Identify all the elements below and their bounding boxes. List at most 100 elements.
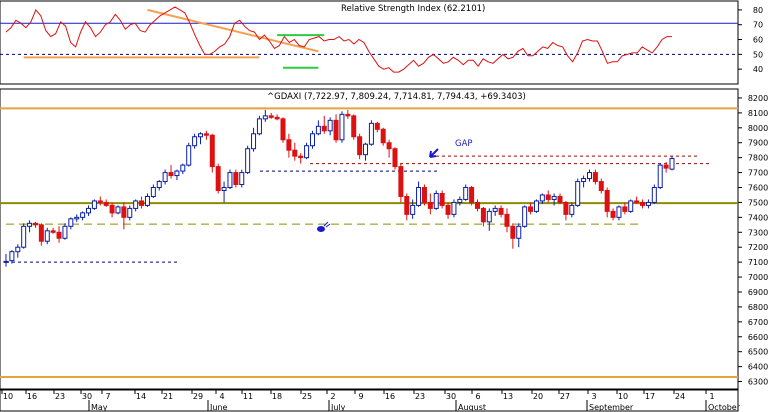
candle-body	[645, 201, 651, 206]
x-tick-label: 4	[219, 392, 224, 401]
candle-body	[363, 143, 369, 156]
candle-body	[628, 200, 634, 212]
month-label: September	[589, 403, 634, 412]
candle-body	[280, 118, 286, 141]
candle-body	[74, 216, 80, 220]
candle-body	[475, 201, 481, 209]
candle-body	[133, 200, 139, 209]
month-labels: May June July August September October	[88, 400, 741, 412]
rsi-trendline	[147, 8, 319, 53]
x-tick-label: 23	[55, 392, 65, 401]
x-tick-label: 1	[709, 392, 714, 401]
x-tick-label: 16	[385, 392, 395, 401]
candle-body	[598, 181, 604, 191]
candle-body	[522, 206, 528, 227]
candle-body	[38, 224, 44, 242]
candle-body	[404, 195, 410, 215]
price-horizontal-lines	[0, 107, 738, 379]
candle-body	[551, 195, 557, 200]
candle-body	[586, 172, 592, 180]
month-label: October	[708, 403, 741, 412]
price-y-tick-label: 6900	[748, 288, 768, 297]
candle-body	[144, 195, 150, 206]
candle-body	[368, 122, 374, 145]
candle-body	[97, 200, 103, 203]
candle-body	[91, 200, 97, 209]
rsi-y-tick-label: 60	[753, 36, 763, 45]
candle-body	[56, 231, 62, 239]
price-y-tick-label: 6700	[748, 318, 768, 327]
candle-body	[268, 115, 274, 118]
candle-body	[445, 204, 451, 215]
candle-body	[533, 200, 539, 212]
price-y-tick-label: 7600	[748, 184, 768, 193]
candle-body	[203, 133, 209, 136]
candle-body	[557, 195, 563, 203]
candle-body	[439, 192, 445, 206]
month-label: August	[458, 403, 486, 412]
candle-body	[669, 158, 675, 170]
candle-body	[321, 125, 327, 132]
x-tick-label: 6	[475, 392, 480, 401]
x-tick-label: 21	[163, 392, 173, 401]
candle-body	[569, 204, 575, 215]
candle-body	[304, 145, 310, 159]
candle-body	[298, 155, 304, 159]
candle-body	[162, 172, 168, 183]
x-tick-label: 13	[503, 392, 513, 401]
month-label: July	[330, 403, 346, 412]
price-y-tick-label: 6300	[748, 378, 768, 387]
price-annotations: GAP	[317, 139, 473, 232]
price-y-tick-label: 7700	[748, 169, 768, 178]
rsi-panel: Relative Strength Index (62.2101) 40 50 60…	[0, 0, 763, 85]
candle-body	[44, 230, 50, 242]
candle-body	[516, 225, 522, 239]
price-panel: ^GDAXI (7,722.97, 7,809.24, 7,714.81, 7,…	[0, 88, 768, 390]
x-tick-label: 3	[591, 392, 596, 401]
candle-body	[327, 119, 333, 132]
gap-label: GAP	[455, 139, 473, 149]
candle-body	[256, 118, 262, 135]
candle-body	[168, 172, 174, 177]
candle-body	[333, 119, 339, 141]
x-tick-label: 11	[243, 392, 253, 401]
candle-body	[192, 136, 198, 147]
candle-body	[416, 187, 422, 206]
rsi-y-axis: 40 50 60 70 80	[738, 6, 763, 74]
gap-arrow-icon	[429, 148, 439, 158]
candle-body	[510, 225, 516, 239]
price-candles	[3, 109, 675, 267]
price-y-tick-label: 6400	[748, 363, 768, 372]
candle-body	[50, 230, 56, 233]
candle-body	[504, 213, 510, 227]
x-tick-label: 30	[446, 392, 456, 401]
candle-body	[410, 204, 416, 215]
price-y-tick-label: 8200	[748, 94, 768, 103]
candle-body	[492, 207, 498, 212]
price-y-tick-label: 7100	[748, 258, 768, 267]
candle-body	[575, 181, 581, 206]
candle-body	[610, 210, 616, 218]
rsi-trendlines	[23, 8, 325, 69]
x-tick-label: 29	[193, 392, 203, 401]
candle-body	[27, 222, 33, 227]
candle-body	[156, 181, 162, 189]
candle-body	[616, 206, 622, 218]
candle-body	[239, 172, 245, 186]
candle-body	[274, 116, 280, 120]
candle-body	[227, 172, 233, 189]
candle-body	[103, 201, 109, 206]
candle-body	[357, 136, 363, 156]
candle-body	[351, 115, 357, 138]
candle-body	[528, 206, 534, 212]
candle-body	[186, 145, 192, 166]
price-y-tick-label: 6500	[748, 348, 768, 357]
rsi-frame	[0, 0, 739, 85]
candle-body	[86, 207, 92, 214]
rsi-line	[5, 6, 672, 73]
candle-body	[433, 192, 439, 209]
x-tick-label: 2	[330, 392, 335, 401]
x-tick-label: 17	[645, 392, 655, 401]
candle-body	[581, 178, 587, 183]
candle-body	[663, 164, 669, 169]
